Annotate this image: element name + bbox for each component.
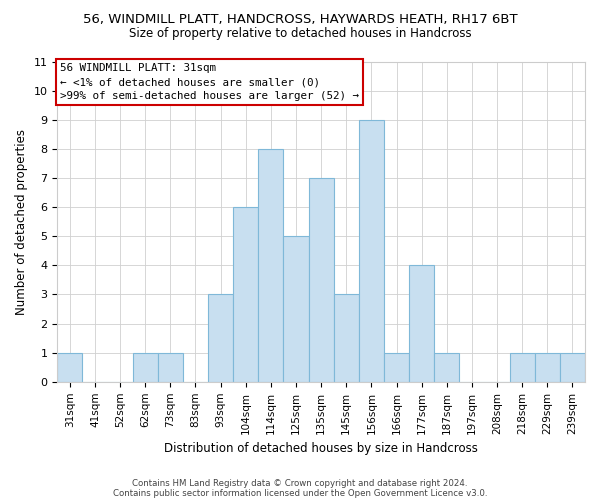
Text: 56 WINDMILL PLATT: 31sqm
← <1% of detached houses are smaller (0)
>99% of semi-d: 56 WINDMILL PLATT: 31sqm ← <1% of detach…: [60, 63, 359, 101]
Bar: [434, 352, 460, 382]
Bar: [57, 352, 82, 382]
Bar: [409, 266, 434, 382]
Bar: [283, 236, 308, 382]
Bar: [509, 352, 535, 382]
Bar: [535, 352, 560, 382]
Bar: [259, 149, 283, 382]
Bar: [233, 207, 259, 382]
Bar: [334, 294, 359, 382]
Text: Size of property relative to detached houses in Handcross: Size of property relative to detached ho…: [128, 28, 472, 40]
Bar: [133, 352, 158, 382]
Text: Contains public sector information licensed under the Open Government Licence v3: Contains public sector information licen…: [113, 488, 487, 498]
Y-axis label: Number of detached properties: Number of detached properties: [15, 128, 28, 314]
Text: Contains HM Land Registry data © Crown copyright and database right 2024.: Contains HM Land Registry data © Crown c…: [132, 478, 468, 488]
Bar: [208, 294, 233, 382]
X-axis label: Distribution of detached houses by size in Handcross: Distribution of detached houses by size …: [164, 442, 478, 455]
Bar: [158, 352, 183, 382]
Bar: [384, 352, 409, 382]
Bar: [560, 352, 585, 382]
Bar: [359, 120, 384, 382]
Text: 56, WINDMILL PLATT, HANDCROSS, HAYWARDS HEATH, RH17 6BT: 56, WINDMILL PLATT, HANDCROSS, HAYWARDS …: [83, 12, 517, 26]
Bar: [308, 178, 334, 382]
